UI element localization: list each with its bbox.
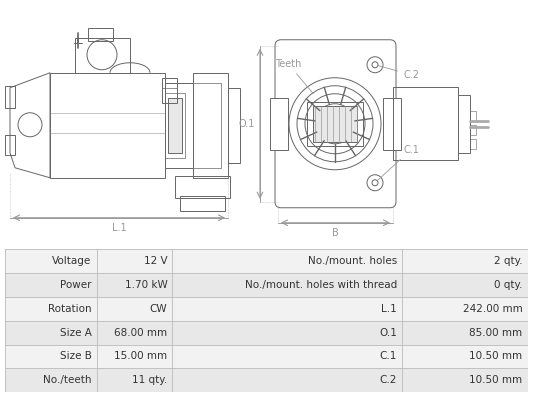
Text: Rotation: Rotation — [48, 304, 92, 314]
Text: B: B — [332, 228, 339, 238]
Bar — [193, 83, 221, 168]
Text: Size A: Size A — [60, 327, 92, 338]
Bar — [5, 249, 528, 273]
Text: 68.00 mm: 68.00 mm — [114, 327, 167, 338]
Bar — [168, 98, 182, 153]
Text: C.2: C.2 — [379, 375, 397, 385]
Text: 11 qty.: 11 qty. — [132, 375, 167, 385]
Bar — [228, 88, 240, 163]
Text: 242.00 mm: 242.00 mm — [463, 304, 522, 314]
Bar — [5, 135, 15, 155]
Bar — [5, 297, 528, 321]
Bar — [162, 78, 177, 103]
Text: 10.50 mm: 10.50 mm — [470, 351, 522, 362]
Text: No./teeth: No./teeth — [43, 375, 92, 385]
Text: Power: Power — [60, 280, 92, 290]
Text: C.1: C.1 — [379, 351, 397, 362]
Bar — [5, 86, 15, 108]
Bar — [313, 106, 357, 142]
Text: O.1: O.1 — [239, 119, 255, 129]
Text: No./mount. holes: No./mount. holes — [308, 256, 397, 267]
Text: L.1: L.1 — [112, 223, 126, 233]
Bar — [383, 98, 401, 150]
Bar — [470, 139, 476, 149]
Bar — [270, 98, 288, 150]
Bar — [165, 83, 193, 168]
Text: 85.00 mm: 85.00 mm — [470, 327, 522, 338]
Bar — [470, 111, 476, 121]
Bar — [5, 345, 528, 368]
Bar — [307, 102, 363, 146]
Bar — [458, 95, 470, 153]
Text: C.1: C.1 — [377, 145, 419, 181]
Text: 2 qty.: 2 qty. — [494, 256, 522, 267]
Text: 10.50 mm: 10.50 mm — [470, 375, 522, 385]
Text: 1.70 kW: 1.70 kW — [125, 280, 167, 290]
Bar — [470, 125, 476, 135]
Text: O.1: O.1 — [379, 327, 397, 338]
Text: CW: CW — [150, 304, 167, 314]
Text: 15.00 mm: 15.00 mm — [114, 351, 167, 362]
Bar — [50, 73, 165, 178]
Bar — [165, 93, 185, 158]
Text: Size B: Size B — [60, 351, 92, 362]
Bar — [5, 273, 528, 297]
Text: Teeth: Teeth — [275, 59, 313, 93]
Bar — [193, 73, 228, 178]
Text: L.1: L.1 — [381, 304, 397, 314]
Text: No./mount. holes with thread: No./mount. holes with thread — [245, 280, 397, 290]
Bar — [88, 28, 113, 41]
Bar — [75, 38, 130, 73]
Bar — [175, 176, 230, 198]
Bar — [5, 368, 528, 392]
Text: 0 qty.: 0 qty. — [494, 280, 522, 290]
Bar — [393, 87, 458, 160]
Bar — [180, 196, 225, 211]
Text: 12 V: 12 V — [143, 256, 167, 267]
Text: C.2: C.2 — [378, 65, 419, 80]
Text: Voltage: Voltage — [52, 256, 92, 267]
Bar — [5, 321, 528, 345]
